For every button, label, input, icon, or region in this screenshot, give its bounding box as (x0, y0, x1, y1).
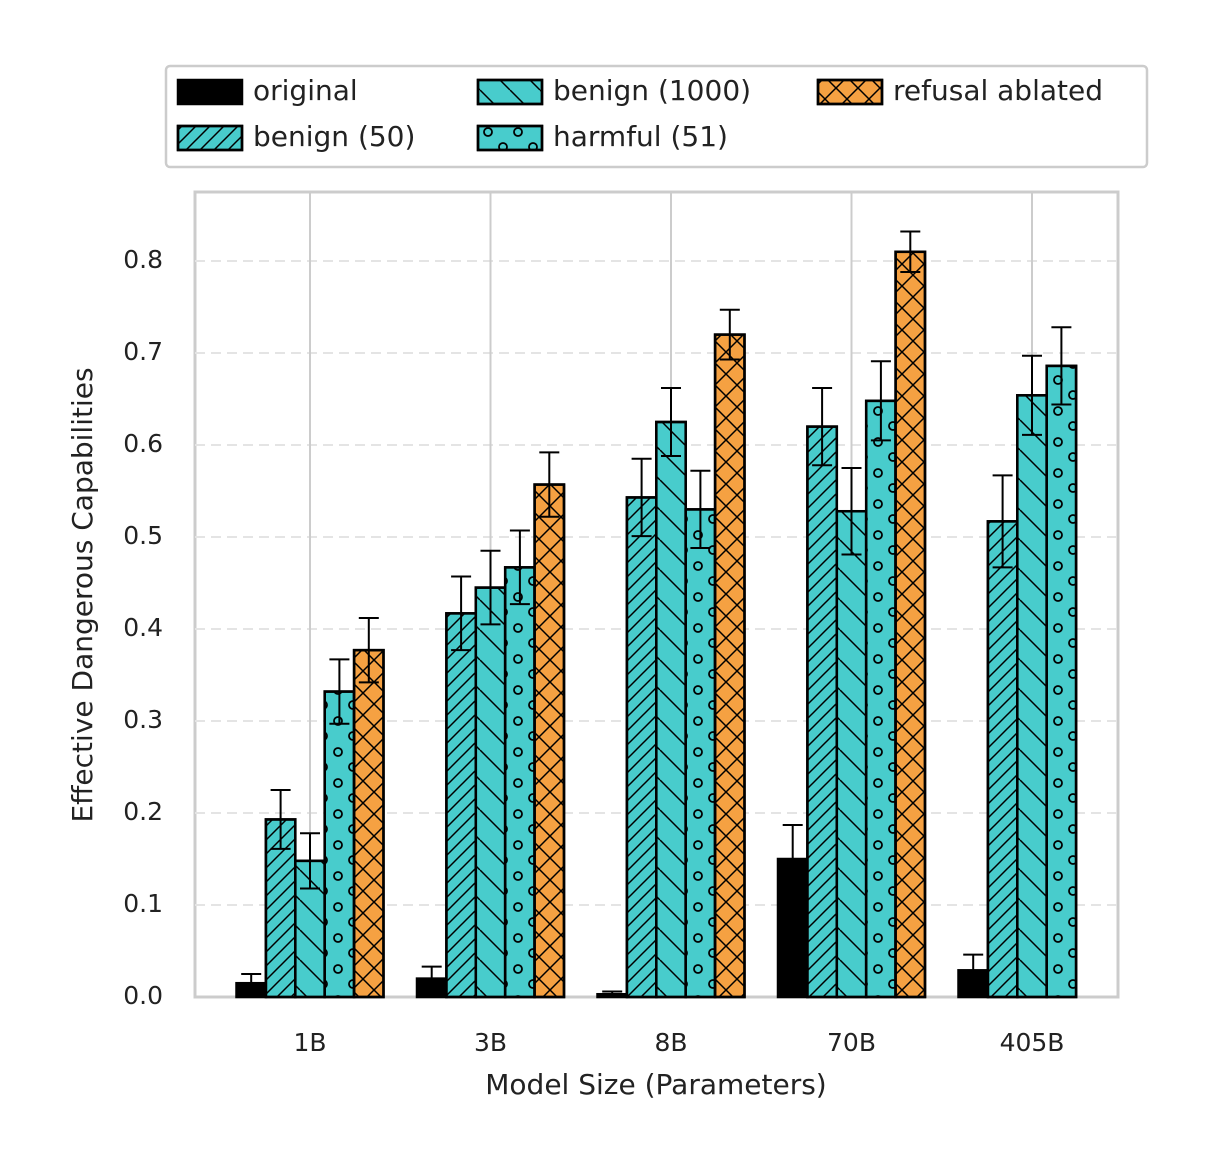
bar-hatch (864, 399, 897, 999)
error-bar (270, 789, 291, 850)
bar-hatch (503, 566, 536, 999)
bar-hatch (533, 483, 566, 999)
x-axis-label: Model Size (Parameters) (485, 1068, 826, 1101)
legend-label: original (253, 74, 358, 107)
bar-hatch (835, 509, 868, 999)
error-bar (421, 965, 442, 992)
y-tick-label: 0.0 (123, 981, 163, 1010)
x-tick-label: 3B (474, 1028, 507, 1057)
y-tick-label: 0.1 (123, 889, 163, 918)
bar-hatch (323, 690, 356, 999)
x-tick-label: 1B (293, 1028, 326, 1057)
error-bar (1022, 354, 1042, 436)
error-bar (782, 823, 803, 895)
error-bar (241, 973, 262, 994)
error-bar (992, 474, 1013, 569)
error-bar (812, 386, 833, 467)
bar-hatch (1045, 364, 1078, 999)
x-tick-label: 8B (654, 1028, 687, 1057)
y-tick-label: 0.6 (123, 429, 163, 458)
legend-label: refusal ablated (893, 74, 1103, 107)
error-bar (358, 616, 379, 684)
error-bar (300, 832, 320, 890)
error-bar (690, 469, 711, 550)
bar-hatch (986, 520, 1019, 999)
error-bar (329, 658, 350, 725)
bar-hatch (684, 508, 717, 999)
bar-hatch (625, 496, 658, 999)
error-bar (480, 549, 501, 626)
error-bar (841, 467, 862, 556)
error-bar (661, 386, 681, 458)
error-bar (631, 457, 652, 538)
y-tick-label: 0.3 (123, 705, 163, 734)
bar-hatch (806, 425, 839, 999)
legend-hatch (476, 78, 544, 106)
bar-hatch (445, 612, 478, 999)
bar-hatch (352, 648, 385, 999)
legend-label: harmful (51) (553, 120, 728, 153)
legend-label: benign (1000) (553, 74, 751, 107)
error-bar (870, 360, 891, 442)
error-bar (509, 529, 530, 606)
x-tick-label: 70B (827, 1028, 876, 1057)
legend-swatch (176, 78, 244, 106)
error-bar (900, 230, 921, 274)
bar-hatch (474, 586, 507, 999)
error-bar (963, 953, 984, 987)
y-tick-label: 0.2 (123, 797, 163, 826)
error-bar (602, 990, 623, 998)
legend-hatch (176, 124, 244, 152)
legend-label: benign (50) (253, 120, 415, 153)
bar-hatch (1016, 394, 1048, 999)
y-tick-label: 0.7 (123, 337, 163, 366)
y-tick-label: 0.4 (123, 613, 163, 642)
bar-hatch (713, 333, 746, 999)
y-axis-label: Effective Dangerous Capabilities (66, 367, 99, 822)
error-bar (451, 575, 472, 652)
bar-hatch (655, 420, 687, 999)
legend-hatch (816, 78, 884, 106)
x-tick-label: 405B (1000, 1028, 1065, 1057)
bar-hatch (894, 250, 927, 999)
legend (164, 64, 1149, 169)
error-bar (539, 451, 560, 518)
y-tick-label: 0.8 (123, 245, 163, 274)
y-tick-label: 0.5 (123, 521, 163, 550)
error-bar (1051, 326, 1072, 406)
legend-hatch (476, 124, 544, 152)
error-bar (719, 308, 740, 361)
